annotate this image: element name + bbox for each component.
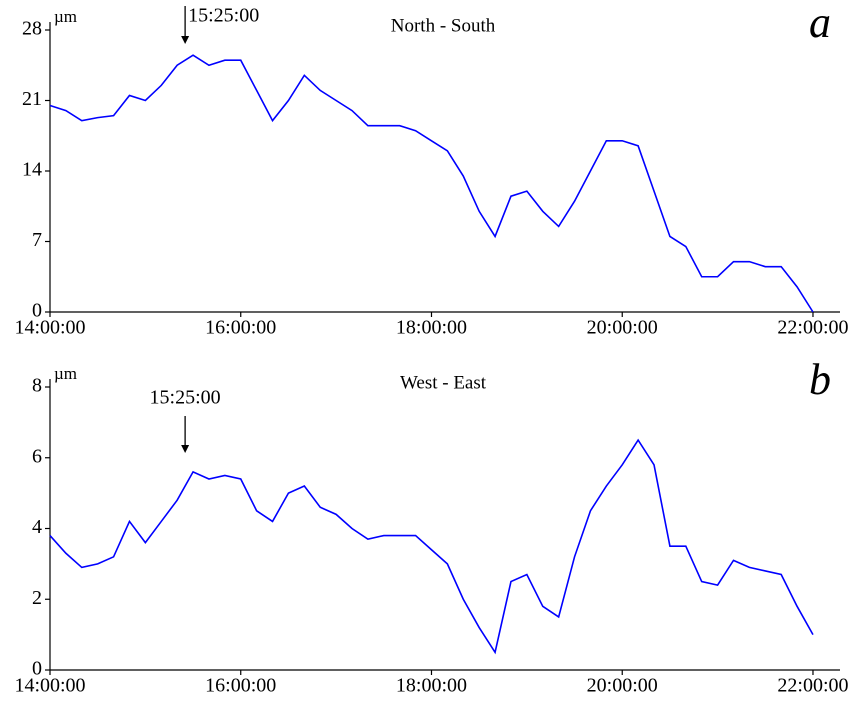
y-tick-label: 4 — [32, 516, 42, 538]
x-tick-label: 16:00:00 — [205, 317, 276, 339]
x-tick-label: 20:00:00 — [587, 317, 658, 339]
annotation-label: 15:25:00 — [150, 387, 221, 409]
annotation-label: 15:25:00 — [188, 5, 259, 27]
x-tick-label: 14:00:00 — [14, 317, 85, 339]
data-line — [49, 438, 814, 655]
y-tick-label: 28 — [22, 18, 42, 40]
y-tick-label: 0 — [32, 658, 42, 680]
x-tick-label: 22:00:00 — [777, 675, 848, 697]
y-tick-label: 14 — [22, 159, 42, 181]
x-tick-label: 16:00:00 — [205, 675, 276, 697]
y-unit: µm — [54, 364, 77, 383]
y-tick-label: 21 — [22, 88, 42, 110]
arrow-head — [181, 445, 190, 453]
x-tick-label: 22:00:00 — [777, 317, 848, 339]
x-tick-label: 18:00:00 — [396, 317, 467, 339]
y-tick-label: 6 — [32, 445, 42, 467]
y-tick-label: 8 — [32, 375, 42, 397]
x-tick-label: 18:00:00 — [396, 675, 467, 697]
y-unit: µm — [54, 7, 77, 26]
y-tick-label: 2 — [32, 587, 42, 609]
panel-label: a — [809, 0, 831, 47]
panel-label: b — [809, 355, 831, 404]
x-tick-label: 14:00:00 — [14, 675, 85, 697]
data-line — [49, 54, 814, 313]
chart-title: North - South — [391, 15, 496, 36]
chart-title: West - East — [400, 372, 487, 393]
y-tick-label: 7 — [32, 229, 42, 251]
arrow-head — [181, 36, 190, 44]
y-tick-label: 0 — [32, 300, 42, 322]
x-tick-label: 20:00:00 — [587, 675, 658, 697]
